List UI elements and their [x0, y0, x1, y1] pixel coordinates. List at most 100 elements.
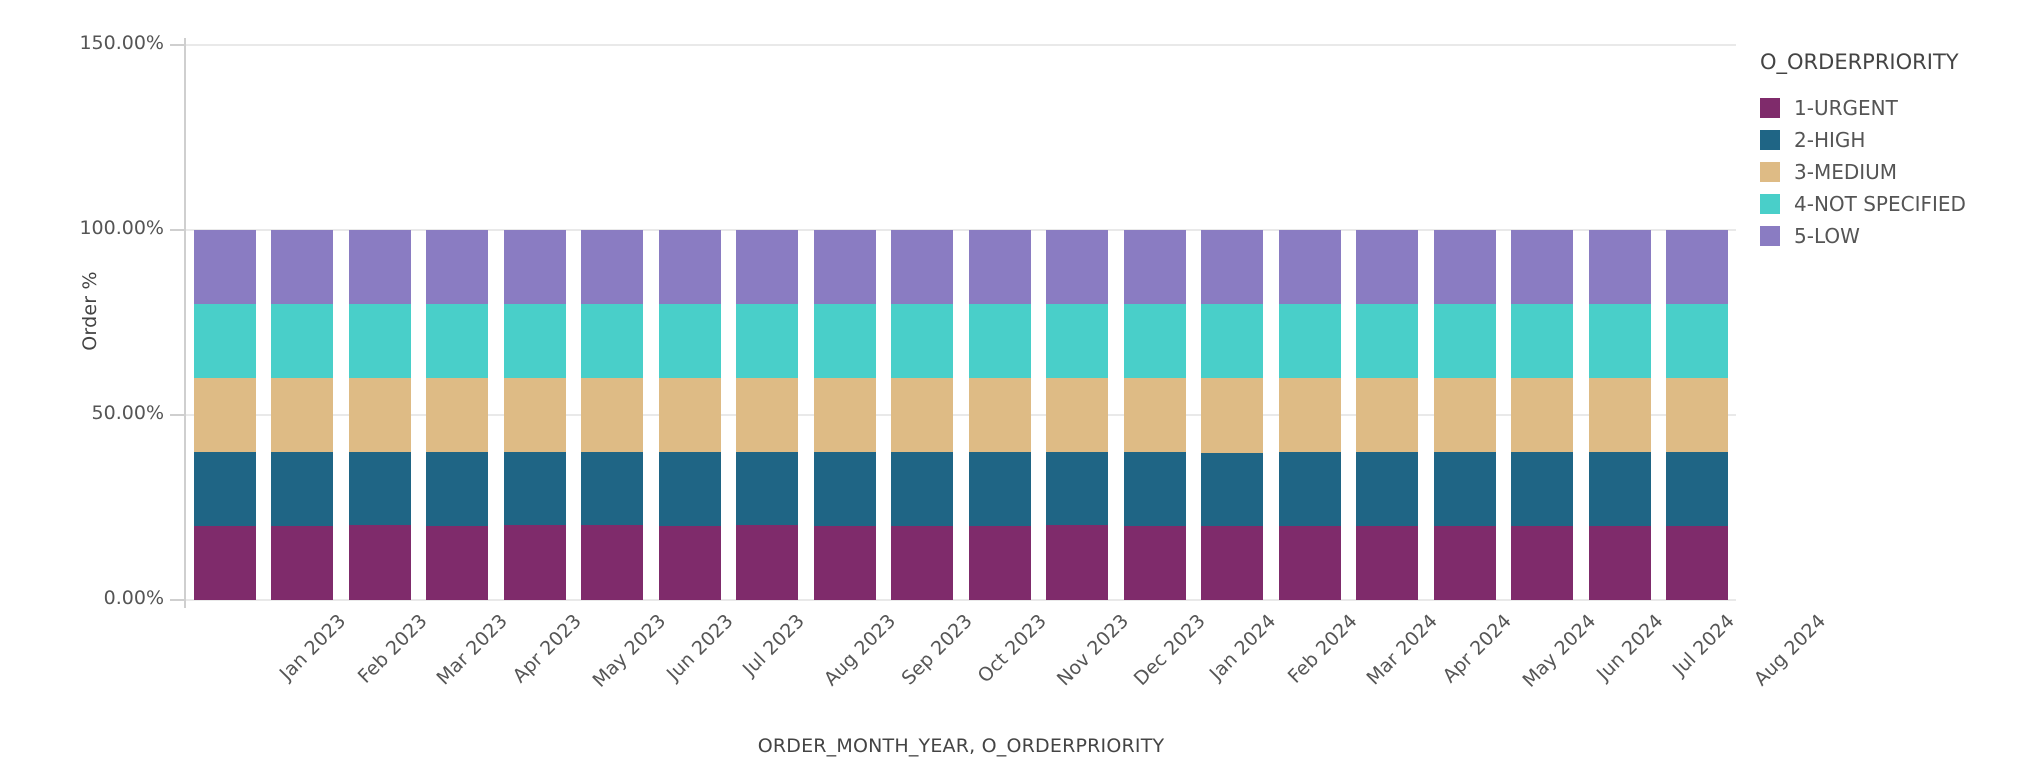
bar-segment[interactable] — [891, 377, 954, 452]
bar-column[interactable] — [348, 230, 411, 600]
bar-segment[interactable] — [1511, 230, 1574, 305]
bar-segment[interactable] — [581, 303, 644, 378]
bar-segment[interactable] — [658, 377, 721, 452]
bar-column[interactable] — [813, 230, 876, 600]
bar-column[interactable] — [1511, 230, 1574, 600]
bar-segment[interactable] — [426, 451, 489, 526]
legend-item[interactable]: 4-NOT SPECIFIED — [1760, 188, 2020, 220]
bar-segment[interactable] — [1123, 378, 1186, 453]
bar-segment[interactable] — [1201, 378, 1264, 454]
bar-segment[interactable] — [1046, 451, 1109, 526]
bar-column[interactable] — [1433, 230, 1496, 600]
bar-segment[interactable] — [658, 303, 721, 378]
legend-item[interactable]: 5-LOW — [1760, 220, 2020, 252]
bar-segment[interactable] — [1666, 451, 1729, 526]
bar-segment[interactable] — [503, 451, 566, 526]
bar-segment[interactable] — [503, 525, 566, 600]
bar-segment[interactable] — [1278, 378, 1341, 452]
bar-column[interactable] — [503, 230, 566, 600]
bar-column[interactable] — [658, 230, 721, 600]
bar-segment[interactable] — [1666, 230, 1729, 305]
bar-segment[interactable] — [348, 230, 411, 304]
bar-segment[interactable] — [1511, 304, 1574, 379]
bar-segment[interactable] — [736, 451, 799, 526]
legend-item[interactable]: 1-URGENT — [1760, 92, 2020, 124]
bar-segment[interactable] — [736, 377, 799, 452]
bar-segment[interactable] — [1433, 230, 1496, 305]
bar-segment[interactable] — [1123, 304, 1186, 379]
bar-segment[interactable] — [348, 377, 411, 452]
bar-column[interactable] — [1046, 230, 1109, 600]
bar-column[interactable] — [271, 230, 334, 600]
bar-column[interactable] — [1356, 230, 1419, 600]
bar-segment[interactable] — [426, 230, 489, 304]
bar-segment[interactable] — [1201, 304, 1264, 379]
bar-segment[interactable] — [813, 230, 876, 304]
bar-column[interactable] — [193, 230, 256, 600]
bar-column[interactable] — [426, 230, 489, 600]
bar-segment[interactable] — [193, 378, 256, 452]
bar-segment[interactable] — [1666, 378, 1729, 452]
bar-segment[interactable] — [1046, 377, 1109, 452]
bar-segment[interactable] — [271, 303, 334, 378]
bar-column[interactable] — [1123, 230, 1186, 600]
bar-segment[interactable] — [193, 452, 256, 526]
bar-segment[interactable] — [1433, 451, 1496, 526]
bar-segment[interactable] — [193, 304, 256, 378]
bar-segment[interactable] — [271, 451, 334, 526]
bar-segment[interactable] — [1356, 378, 1419, 453]
bar-segment[interactable] — [581, 377, 644, 452]
bar-segment[interactable] — [1278, 230, 1341, 304]
bar-column[interactable] — [968, 230, 1031, 600]
bar-segment[interactable] — [1046, 525, 1109, 600]
bar-segment[interactable] — [348, 451, 411, 526]
bar-segment[interactable] — [1433, 526, 1496, 600]
bar-column[interactable] — [1278, 230, 1341, 600]
bar-segment[interactable] — [891, 230, 954, 304]
bar-segment[interactable] — [891, 526, 954, 600]
bar-segment[interactable] — [1123, 525, 1186, 600]
bar-segment[interactable] — [813, 526, 876, 600]
bar-column[interactable] — [736, 230, 799, 600]
bar-segment[interactable] — [1433, 304, 1496, 379]
bar-segment[interactable] — [1123, 452, 1186, 526]
bar-segment[interactable] — [348, 525, 411, 600]
bar-segment[interactable] — [1588, 304, 1651, 379]
bar-segment[interactable] — [581, 524, 644, 600]
bar-segment[interactable] — [1278, 304, 1341, 378]
bar-segment[interactable] — [503, 303, 566, 378]
bar-segment[interactable] — [813, 303, 876, 378]
bar-segment[interactable] — [503, 377, 566, 452]
bar-segment[interactable] — [581, 451, 644, 525]
bar-segment[interactable] — [348, 303, 411, 378]
bar-column[interactable] — [891, 230, 954, 600]
bar-segment[interactable] — [1511, 378, 1574, 453]
bar-segment[interactable] — [1511, 525, 1574, 600]
bar-segment[interactable] — [891, 303, 954, 378]
bar-segment[interactable] — [1278, 452, 1341, 526]
bar-segment[interactable] — [1356, 452, 1419, 526]
bar-segment[interactable] — [193, 526, 256, 600]
bar-segment[interactable] — [1201, 453, 1264, 526]
bar-segment[interactable] — [658, 526, 721, 600]
bar-segment[interactable] — [503, 230, 566, 304]
bar-segment[interactable] — [813, 451, 876, 527]
bar-segment[interactable] — [891, 451, 954, 527]
legend-item[interactable]: 2-HIGH — [1760, 124, 2020, 156]
legend-item[interactable]: 3-MEDIUM — [1760, 156, 2020, 188]
bar-segment[interactable] — [1046, 303, 1109, 378]
bar-segment[interactable] — [1278, 526, 1341, 600]
bar-segment[interactable] — [1201, 526, 1264, 600]
bar-segment[interactable] — [813, 377, 876, 452]
bar-segment[interactable] — [1046, 230, 1109, 304]
bar-segment[interactable] — [271, 525, 334, 600]
bar-segment[interactable] — [1511, 452, 1574, 526]
bar-segment[interactable] — [736, 303, 799, 378]
bar-segment[interactable] — [1356, 304, 1419, 379]
bar-segment[interactable] — [968, 451, 1031, 527]
bar-segment[interactable] — [426, 526, 489, 600]
bar-column[interactable] — [1201, 230, 1264, 600]
bar-segment[interactable] — [581, 230, 644, 304]
bar-segment[interactable] — [658, 451, 721, 526]
bar-segment[interactable] — [271, 377, 334, 452]
